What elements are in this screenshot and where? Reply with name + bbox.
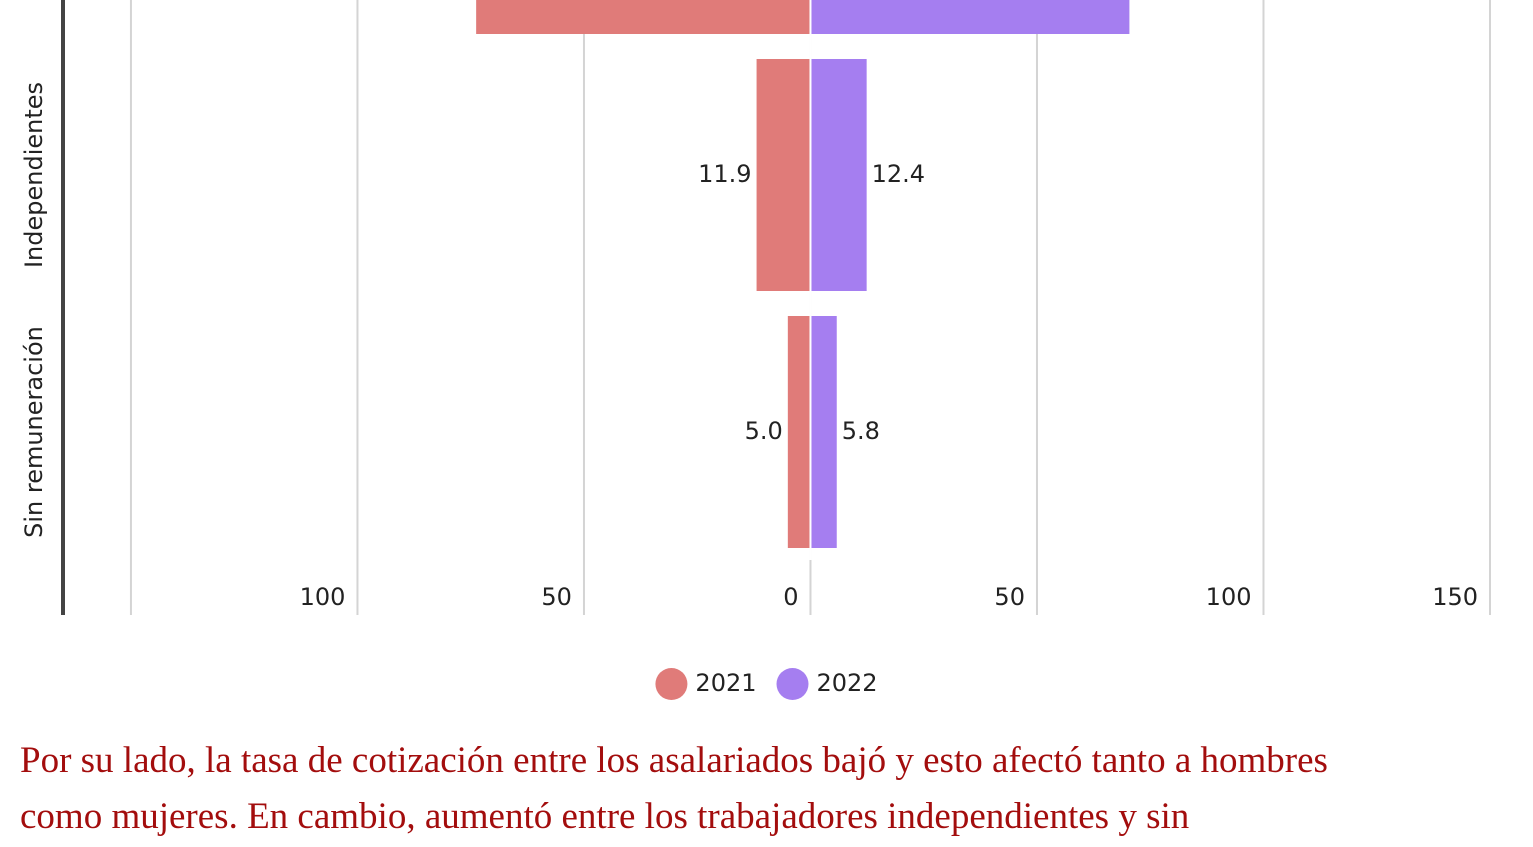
- legend-swatch: [776, 668, 809, 700]
- value-label: 5.0: [745, 417, 783, 445]
- x-tick-label: 50: [541, 583, 572, 611]
- value-label: 12.4: [872, 160, 925, 188]
- bar: [810, 0, 1130, 34]
- category-label: Sin remuneración: [20, 326, 48, 538]
- paragraph-line: Por su lado, la tasa de cotización entre…: [20, 740, 1328, 781]
- value-label: 5.8: [842, 417, 880, 445]
- bar: [810, 59, 867, 291]
- x-tick-label: 100: [1206, 583, 1252, 611]
- x-tick-label: 150: [1432, 583, 1478, 611]
- legend-label: 2022: [817, 669, 878, 697]
- value-label: 11.9: [698, 160, 751, 188]
- x-tick-label: 0: [783, 583, 798, 611]
- bar: [810, 316, 837, 548]
- bar: [787, 316, 811, 548]
- paragraph-line: como mujeres. En cambio, aumentó entre l…: [20, 796, 1190, 837]
- category-label: Independientes: [20, 82, 48, 268]
- x-tick-label: 100: [300, 583, 346, 611]
- legend-swatch: [655, 668, 688, 700]
- chart: 100 50 0 50 100 150 Independientes 11.9 12.4 Sin …: [20, 0, 1491, 700]
- paragraph: Por su lado, la tasa de cotización entre…: [20, 733, 1328, 845]
- x-tick-label: 50: [994, 583, 1025, 611]
- bar: [756, 59, 811, 291]
- bar: [476, 0, 811, 34]
- legend-label: 2021: [695, 669, 756, 697]
